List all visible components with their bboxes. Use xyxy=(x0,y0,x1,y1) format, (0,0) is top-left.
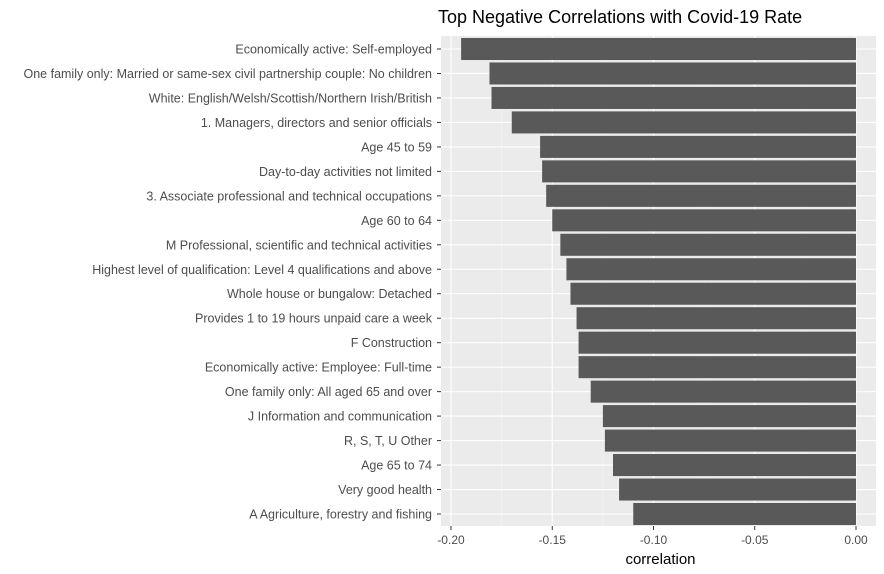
y-tick-label: Age 45 to 59 xyxy=(361,140,432,154)
y-tick-label: Whole house or bungalow: Detached xyxy=(227,287,432,301)
bar-9 xyxy=(560,233,856,256)
y-tick-label: Economically active: Self-employed xyxy=(235,43,432,57)
x-tick-label: -0.15 xyxy=(539,533,567,547)
bar-12 xyxy=(576,307,856,330)
bar-18 xyxy=(613,454,856,477)
y-tick-label: Very good health xyxy=(338,483,432,497)
x-tick-label: -0.10 xyxy=(640,533,668,547)
bar-13 xyxy=(578,331,856,354)
y-tick-label: F Construction xyxy=(351,336,432,350)
y-tick-label: Provides 1 to 19 hours unpaid care a wee… xyxy=(195,312,433,326)
y-tick-label: Age 60 to 64 xyxy=(361,214,432,228)
y-tick-label: 1. Managers, directors and senior offici… xyxy=(201,116,432,130)
x-tick-label: 0.00 xyxy=(844,533,868,547)
bar-19 xyxy=(619,478,856,501)
bar-11 xyxy=(570,282,856,305)
bar-6 xyxy=(542,160,856,183)
y-tick-label: Day-to-day activities not limited xyxy=(259,165,432,179)
y-tick-label: M Professional, scientific and technical… xyxy=(166,238,432,252)
plot-panel xyxy=(441,36,876,526)
bar-14 xyxy=(578,356,856,379)
bar-15 xyxy=(590,380,856,403)
bar-2 xyxy=(489,62,856,85)
bar-10 xyxy=(566,258,856,281)
y-tick-label: R, S, T, U Other xyxy=(344,434,432,448)
y-tick-label: Highest level of qualification: Level 4 … xyxy=(92,263,432,277)
y-tick-label: One family only: All aged 65 and over xyxy=(225,385,432,399)
bar-7 xyxy=(546,184,856,207)
bar-4 xyxy=(511,111,856,134)
y-tick-label: Age 65 to 74 xyxy=(361,459,432,473)
bar-8 xyxy=(552,209,856,232)
x-tick-label: -0.05 xyxy=(741,533,769,547)
bar-16 xyxy=(602,405,856,428)
chart-title: Top Negative Correlations with Covid-19 … xyxy=(438,7,802,27)
y-tick-label: Economically active: Employee: Full-time xyxy=(205,361,432,375)
y-tick-label: One family only: Married or same-sex civ… xyxy=(24,67,433,81)
x-tick-label: -0.20 xyxy=(437,533,465,547)
y-tick-label: A Agriculture, forestry and fishing xyxy=(249,508,432,522)
bar-17 xyxy=(604,429,856,452)
y-tick-label: 3. Associate professional and technical … xyxy=(146,189,432,203)
x-axis-title: correlation xyxy=(625,551,695,568)
bar-5 xyxy=(540,135,856,158)
bar-3 xyxy=(491,86,856,109)
y-tick-label: J Information and communication xyxy=(248,410,432,424)
y-tick-label: White: English/Welsh/Scottish/Northern I… xyxy=(149,91,432,105)
bar-20 xyxy=(633,502,856,526)
bar-1 xyxy=(461,37,856,61)
